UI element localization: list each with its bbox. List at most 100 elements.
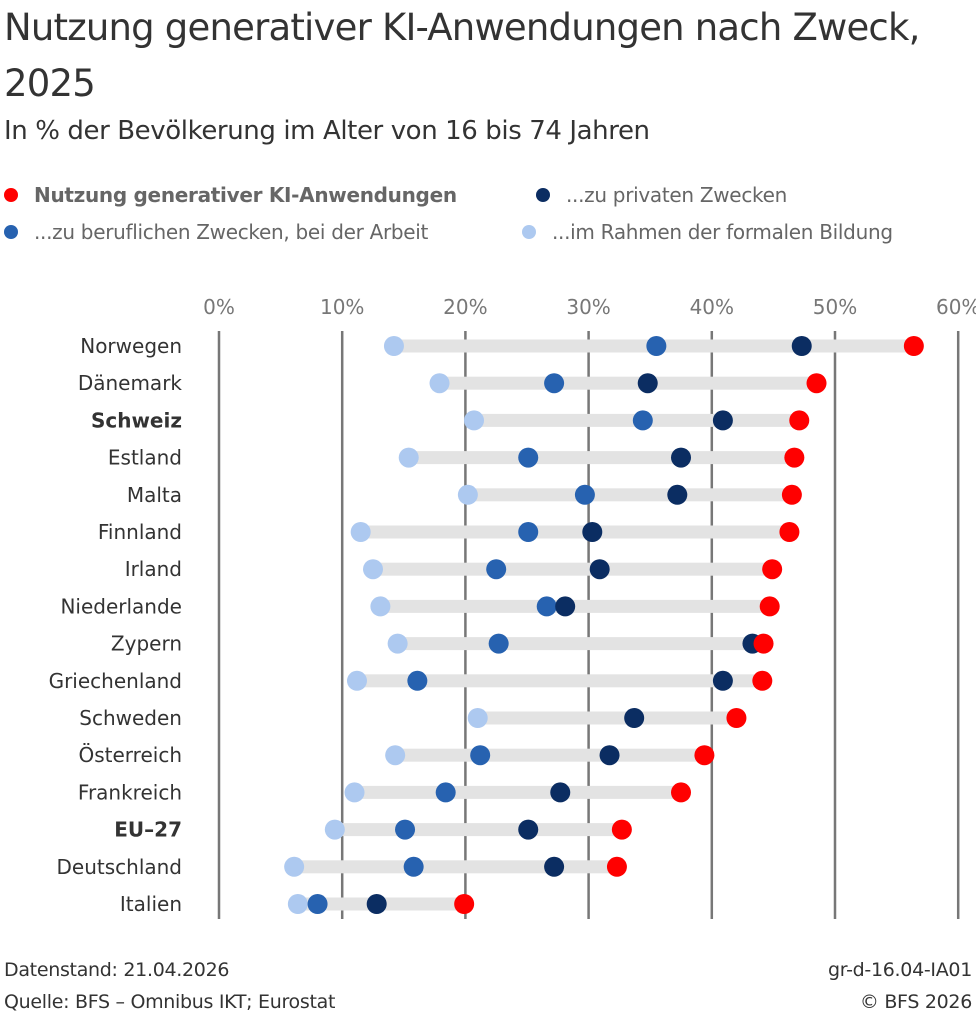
data-status: Datenstand: 21.04.2026 [4, 959, 230, 981]
range-bars [294, 339, 914, 911]
data-point-private [544, 856, 565, 877]
data-point-education [385, 745, 406, 766]
data-point-total [671, 782, 691, 803]
data-point-total [903, 336, 924, 356]
data-point-education [398, 447, 419, 468]
data-point-work [407, 670, 428, 691]
copyright: © BFS 2026 [859, 991, 972, 1013]
data-point-education [383, 336, 404, 356]
range-bar [294, 860, 617, 874]
data-point-private [637, 373, 658, 394]
category-labels: Norwegen Dänemark Schweiz Estland Malta Finnl… [49, 334, 183, 916]
data-point-education [467, 708, 488, 728]
data-point-education [284, 856, 305, 877]
x-tick-label: 40% [690, 295, 734, 319]
data-point-education [344, 782, 365, 803]
gridlines [217, 331, 960, 919]
data-point-total [726, 708, 747, 728]
category-label: Italien [120, 892, 182, 916]
data-point-work [536, 596, 557, 617]
data-point-private [550, 782, 571, 803]
legend-item-education: ...im Rahmen der formalen Bildung [522, 220, 893, 244]
footer-right: gr-d-16.04-IA01 © BFS 2026 [828, 954, 972, 1018]
dot-range-chart: 0% 10% 20% 30% 40% 50% 60% Norwegen Dänemark Sch… [49, 295, 976, 919]
data-point-total [789, 410, 810, 431]
category-label: Norwegen [80, 334, 182, 358]
category-label: Österreich [79, 743, 183, 767]
data-point-total [806, 373, 827, 394]
data-point-total [454, 894, 475, 914]
category-label: Estland [108, 446, 182, 470]
data-point-work [307, 894, 328, 914]
legend-dot-mid-blue [4, 225, 18, 239]
data-point-education [350, 522, 371, 542]
data-point-private [589, 559, 610, 580]
range-bar [408, 451, 795, 465]
data-point-total [694, 745, 715, 766]
range-bar [467, 488, 792, 502]
data-point-total [759, 596, 780, 617]
data-point-work [518, 447, 539, 468]
data-point-private [712, 670, 733, 691]
x-tick-label: 10% [320, 295, 364, 319]
data-point-total [762, 559, 783, 580]
legend-dot-red [4, 188, 18, 202]
data-point-private [366, 894, 387, 914]
range-bar [397, 637, 764, 651]
legend-item-private: ...zu privaten Zwecken [536, 183, 787, 207]
legend-label-work: ...zu beruflichen Zwecken, bei der Arbei… [34, 220, 429, 244]
range-bar [373, 562, 773, 576]
legend-dot-light-blue [522, 225, 536, 239]
category-label: EU–27 [114, 818, 182, 842]
data-point-work [518, 522, 539, 542]
data-point-education [287, 894, 308, 914]
data-point-private [624, 708, 645, 728]
data-point-private [667, 484, 688, 505]
data-point-total [606, 856, 627, 877]
data-point-total [611, 819, 632, 840]
data-point-private [791, 336, 812, 356]
data-point-education [346, 670, 367, 691]
data-points [284, 336, 924, 914]
chart-subtitle: In % der Bevölkerung im Alter von 16 bis… [4, 116, 650, 146]
category-label: Griechenland [49, 669, 182, 693]
x-tick-label: 30% [566, 295, 610, 319]
footer-left: Datenstand: 21.04.2026 Quelle: BFS – Omn… [4, 954, 335, 1018]
legend-label-total: Nutzung generativer KI-Anwendungen [34, 183, 457, 207]
range-bar [334, 823, 622, 837]
data-point-education [457, 484, 478, 505]
data-point-work [486, 559, 507, 580]
chart-title: Nutzung generativer KI-Anwendungen nach … [4, 6, 920, 105]
data-point-total [784, 447, 805, 468]
x-tick-label: 50% [813, 295, 857, 319]
legend-label-private: ...zu privaten Zwecken [566, 183, 787, 207]
data-point-work [403, 856, 424, 877]
range-bar [395, 748, 705, 762]
data-point-education [324, 819, 345, 840]
category-label: Dänemark [78, 371, 183, 395]
data-point-total [779, 522, 800, 542]
data-point-work [470, 745, 491, 766]
data-point-private [671, 447, 691, 468]
data-point-work [395, 819, 416, 840]
data-point-work [574, 484, 595, 505]
data-point-work [544, 373, 565, 394]
data-point-work [646, 336, 667, 356]
data-point-private [555, 596, 576, 617]
category-label: Irland [125, 557, 182, 581]
data-point-private [712, 410, 733, 431]
graphic-id: gr-d-16.04-IA01 [828, 959, 972, 981]
x-axis-tick-labels: 0% 10% 20% 30% 40% 50% 60% [203, 295, 976, 319]
legend-label-education: ...im Rahmen der formalen Bildung [552, 220, 893, 244]
category-label: Malta [127, 483, 182, 507]
data-point-total [781, 484, 802, 505]
category-label: Schweiz [91, 408, 182, 432]
range-bar [477, 711, 737, 725]
data-point-total [752, 670, 773, 691]
x-tick-label: 60% [936, 295, 976, 319]
data-point-private [582, 522, 603, 542]
data-point-total [753, 633, 774, 654]
range-bar [360, 525, 790, 539]
range-bar [354, 785, 681, 799]
x-tick-label: 20% [443, 295, 487, 319]
